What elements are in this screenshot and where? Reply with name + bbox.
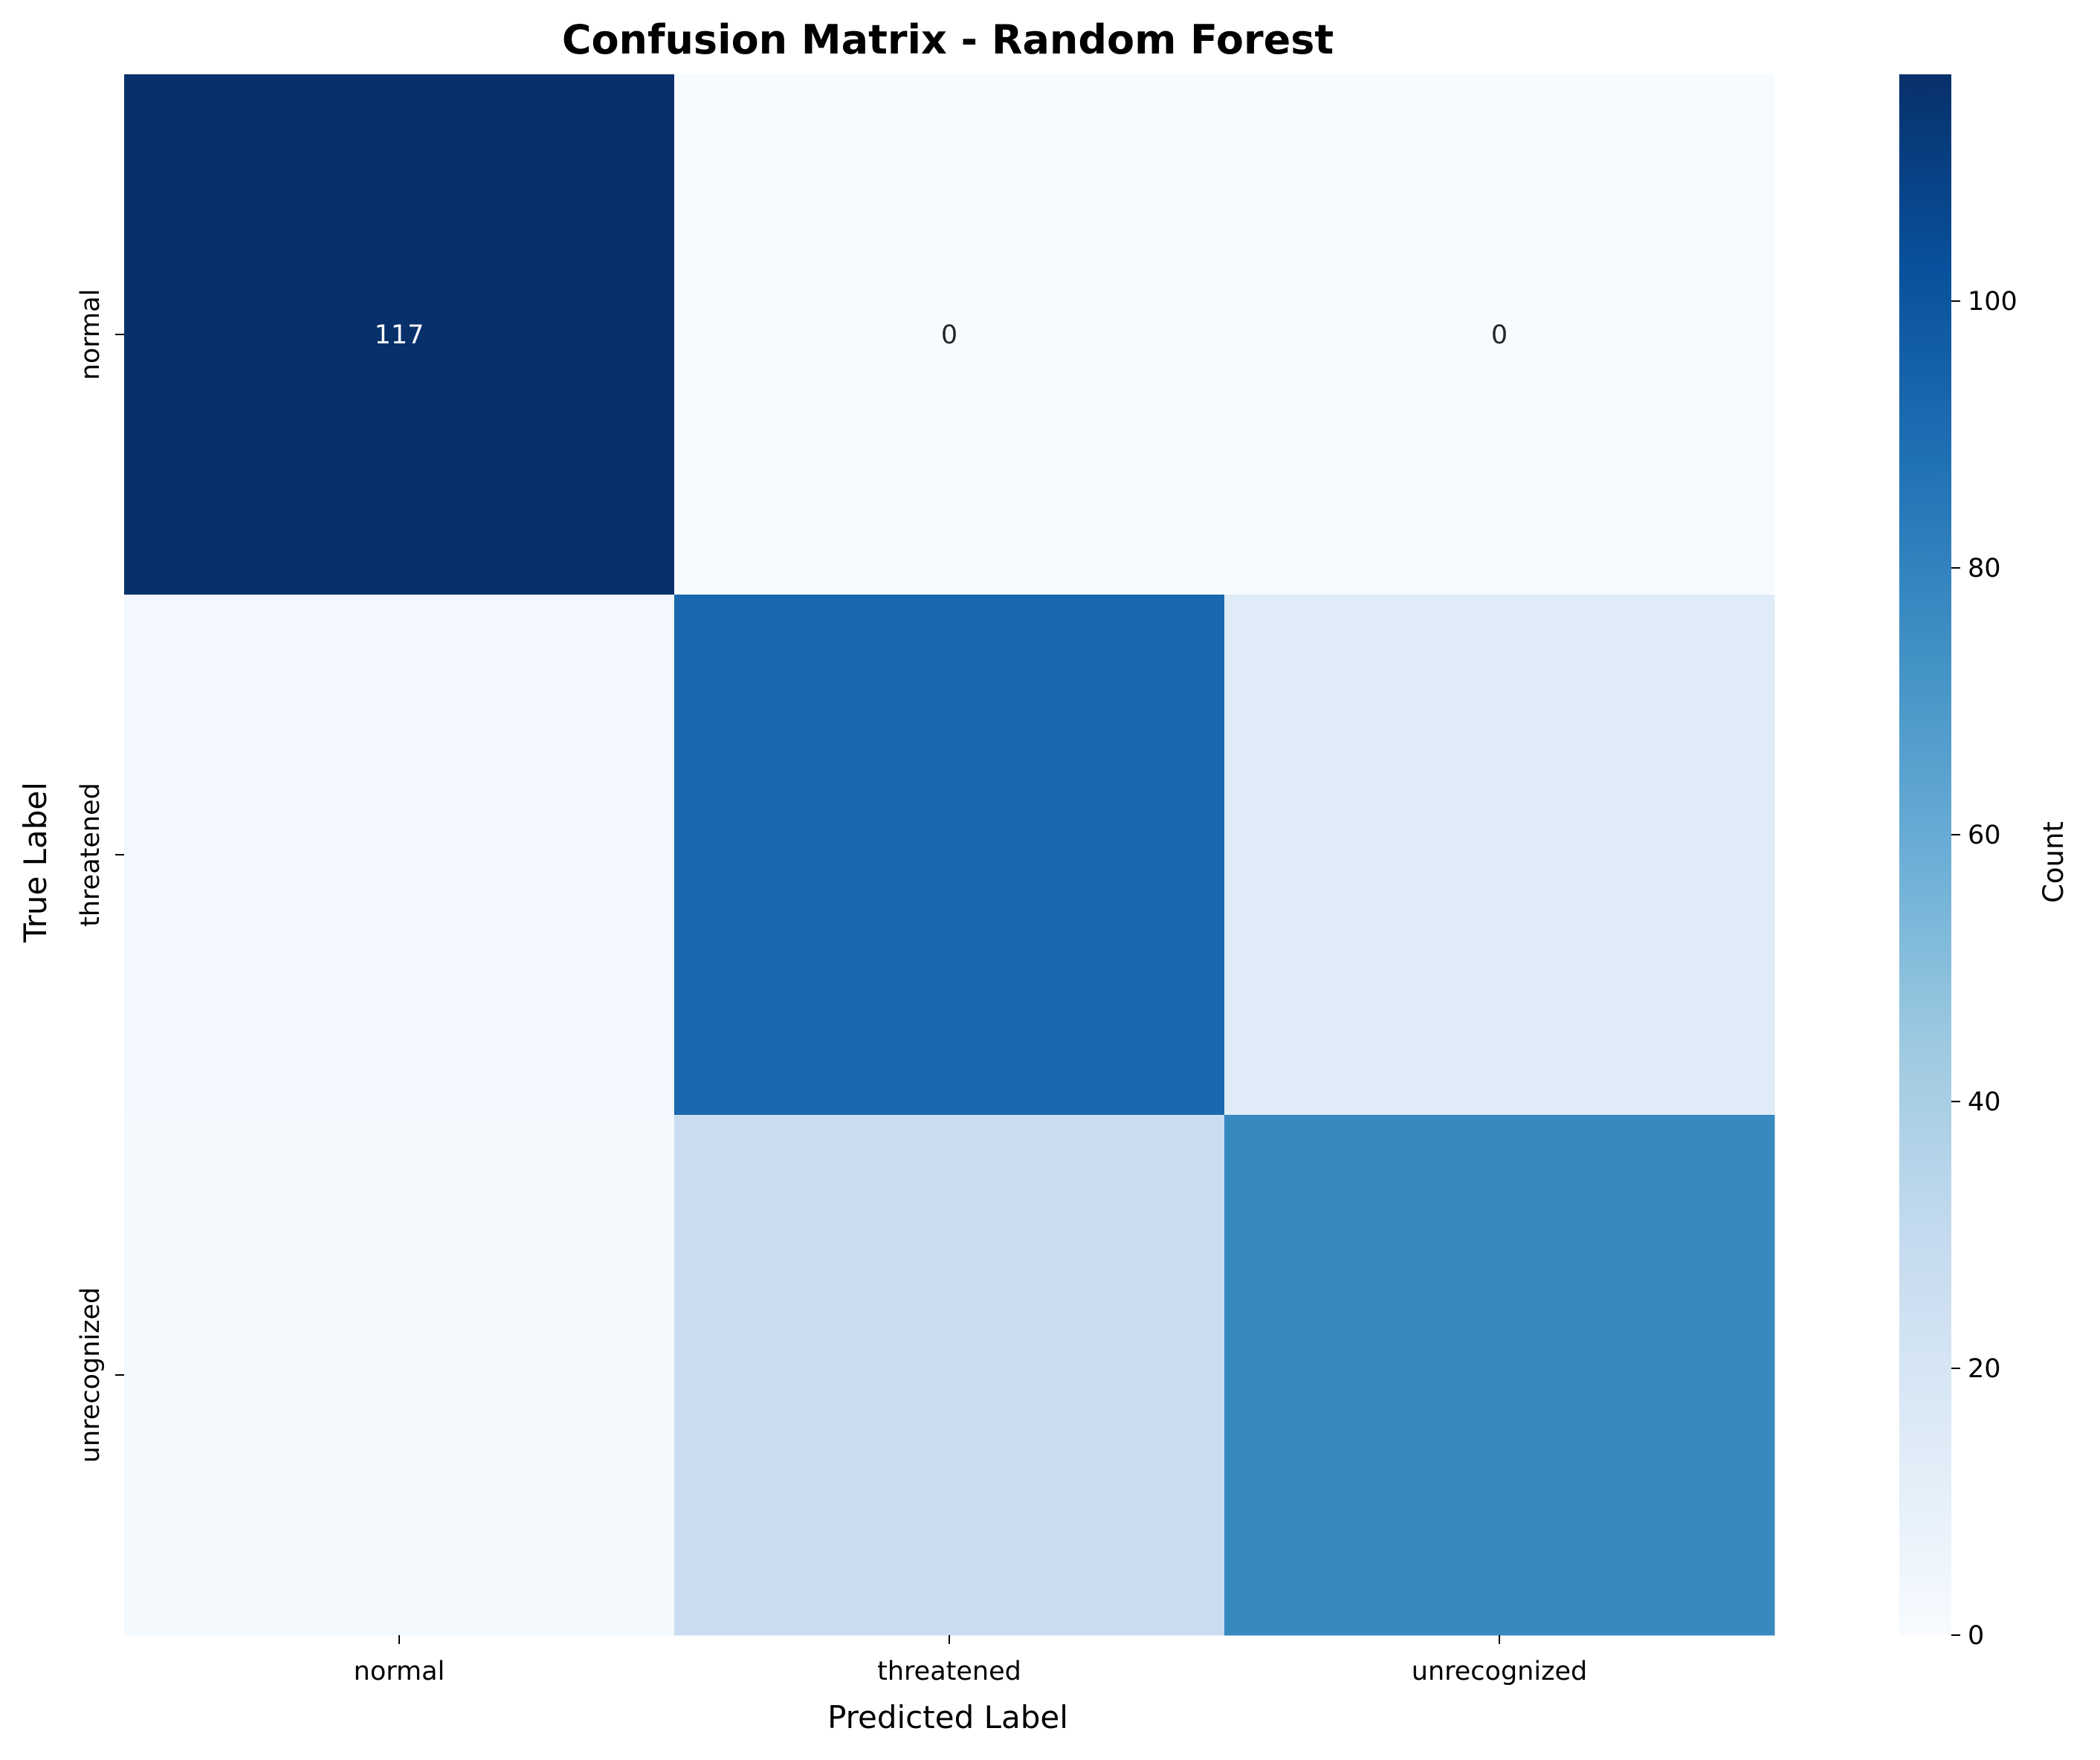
y-tick-label-0: normal xyxy=(76,289,106,381)
heatmap-cell-1-0 xyxy=(124,595,675,1116)
y-axis-label: True Label xyxy=(17,782,54,943)
cell-value-label-0-0: 117 xyxy=(375,320,424,350)
cell-value-label-0-2: 0 xyxy=(1491,320,1508,350)
colorbar-tick-label-5: 100 xyxy=(1968,287,2017,317)
heatmap-cell-0-0 xyxy=(124,74,675,595)
colorbar-tick-label-2: 40 xyxy=(1968,1087,2001,1117)
y-axis-ticks: normal threatened unrecognized xyxy=(76,289,124,1463)
chart-title: Confusion Matrix - Random Forest xyxy=(562,16,1334,63)
colorbar-label: Count xyxy=(2038,821,2070,903)
y-tick-label-2: unrecognized xyxy=(76,1287,106,1463)
colorbar: 0 20 40 60 80 100 xyxy=(1899,74,2017,1651)
heatmap-cell-1-2 xyxy=(1224,595,1775,1116)
heatmap-cell-1-1 xyxy=(674,595,1225,1116)
colorbar-tick-label-4: 80 xyxy=(1968,554,2001,583)
colorbar-tick-label-3: 60 xyxy=(1968,821,2001,850)
heatmap-cells: 117 0 0 xyxy=(124,74,1775,1636)
x-axis-ticks: normal threatened unrecognized xyxy=(354,1635,1587,1686)
colorbar-tick-label-1: 20 xyxy=(1968,1354,2001,1384)
heatmap-cell-0-2 xyxy=(1224,74,1775,595)
heatmap-cell-0-1 xyxy=(674,74,1225,595)
colorbar-tick-label-0: 0 xyxy=(1968,1621,1984,1651)
x-tick-label-0: normal xyxy=(354,1657,445,1686)
heatmap-cell-2-0 xyxy=(124,1115,675,1636)
heatmap-cell-2-1 xyxy=(674,1115,1225,1636)
colorbar-gradient xyxy=(1899,74,1951,1635)
x-tick-label-2: unrecognized xyxy=(1412,1657,1587,1686)
y-tick-label-1: threatened xyxy=(76,783,106,927)
heatmap-cell-2-2 xyxy=(1224,1115,1775,1636)
cell-value-label-0-1: 0 xyxy=(941,320,957,350)
x-tick-label-1: threatened xyxy=(877,1657,1021,1686)
x-axis-label: Predicted Label xyxy=(827,1699,1068,1735)
